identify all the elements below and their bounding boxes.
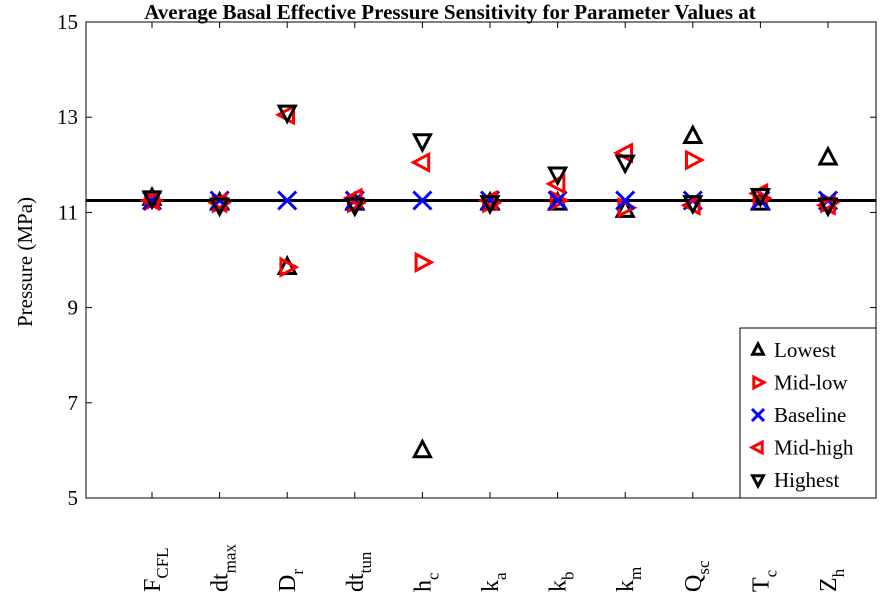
data-point [614,154,636,175]
x-category-main: dt [208,573,234,592]
data-point [817,197,839,218]
data-point [344,197,366,218]
plot-area-frame [85,21,877,499]
x-category-sub: c [761,569,780,577]
x-category-sub: r [288,569,307,575]
legend-label: Mid-low [774,371,848,395]
x-category-label: FCFL [140,547,172,592]
x-category-label: dtmax [208,544,240,592]
y-tick-label: 15 [57,10,78,34]
y-tick-label: 13 [57,105,78,129]
data-point [749,187,771,208]
x-category-label: hc [410,572,442,592]
x-category-label: kb [546,572,578,593]
series-highest [141,104,839,218]
data-point [547,166,569,187]
data-point [414,251,435,273]
x-category-label: km [613,567,645,592]
data-point [411,133,433,154]
x-category-label: Qsc [681,560,713,592]
y-tick-label: 11 [58,200,78,224]
x-category-sub: CFL [153,547,172,578]
data-point [412,190,433,211]
data-point [410,151,431,174]
data-point [682,195,704,216]
x-category-sub: a [491,572,510,580]
data-point [547,190,568,211]
x-category-sub: c [423,572,442,580]
series-mid-low [144,149,841,278]
x-category-sub: b [559,572,578,581]
x-category-main: Z [816,577,842,592]
x-category-main: D [275,575,301,592]
x-category-sub: tun [356,551,375,573]
legend-label: Highest [774,468,839,492]
x-stroke [547,190,568,211]
legend: Lowest Mid-low Baseline Mid-high Highest [739,327,877,499]
x-category-main: dt [343,573,369,592]
x-category-label: ka [478,572,510,592]
x-category-label: dttun [343,551,375,592]
x-stroke [750,407,766,423]
legend-label: Baseline [774,403,846,427]
x-category-main: F [140,579,166,592]
legend-marker [750,407,766,423]
y-axis-ticks: 5 7 9 11 13 15 [57,10,876,510]
series-lowest [141,124,839,459]
legend-marker [752,374,768,391]
x-stroke [615,190,636,211]
legend-marker [750,340,766,356]
x-stroke [412,190,433,211]
x-category-main: Q [681,575,707,592]
x-category-sub: sc [694,560,713,575]
legend-marker [748,439,764,456]
data-point [276,104,298,125]
legend-label: Lowest [774,338,836,362]
x-category-main: k [613,580,639,592]
x-category-sub: m [626,567,645,580]
x-category-label: Tc [748,569,780,592]
x-category-sub: h [829,568,848,577]
x-category-main: k [546,580,572,592]
data-point [479,195,501,216]
data-point [549,189,570,212]
data-point [615,190,636,211]
x-category-main: k [478,580,504,592]
x-category-label: Zh [816,568,848,592]
legend-marker [750,474,766,490]
legend-box [739,327,877,499]
y-tick-label: 7 [68,391,79,415]
data-point [141,190,163,211]
chart-title: Average Basal Effective Pressure Sensiti… [144,0,756,24]
y-tick-label: 9 [68,296,79,320]
legend-label: Mid-high [774,436,854,460]
y-tick-label: 5 [68,486,79,510]
y-axis-label: Pressure (MPa) [13,197,37,327]
x-category-main: h [410,580,436,592]
data-point [682,124,704,145]
data-point [411,438,433,459]
data-point [209,197,231,218]
x-category-sub: max [221,544,240,574]
data-point [817,145,839,166]
data-point [277,190,298,211]
data-marks [139,104,841,459]
x-stroke [277,190,298,211]
x-category-label: Dr [275,569,307,592]
x-category-main: T [748,577,774,592]
data-point [685,149,706,171]
data-point [279,256,300,278]
